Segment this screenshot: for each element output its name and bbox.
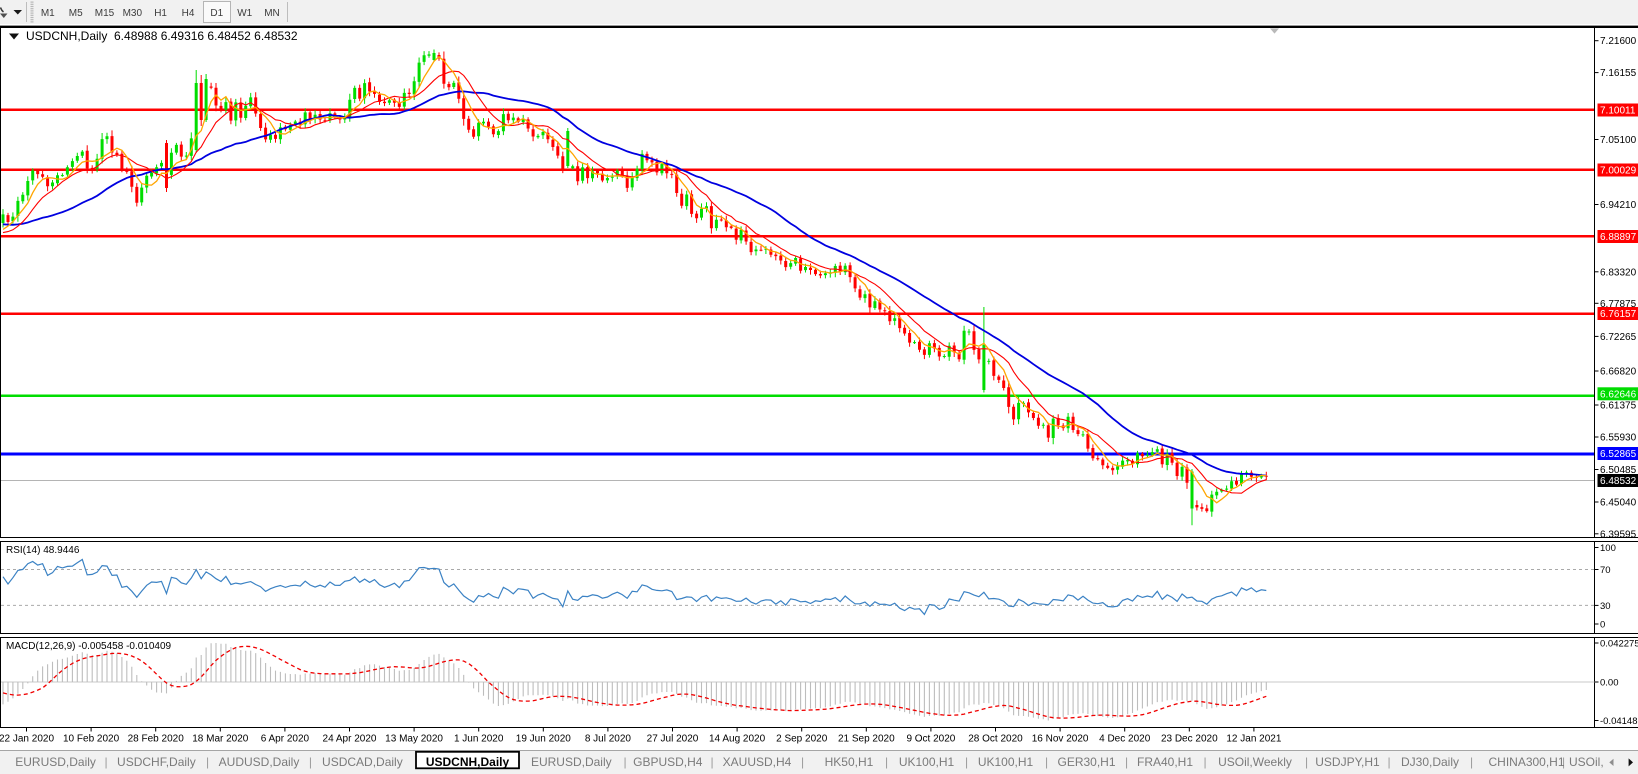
svg-text:EURUSD,Daily: EURUSD,Daily <box>15 755 96 769</box>
svg-text:0: 0 <box>1600 620 1605 631</box>
svg-text:4 Dec 2020: 4 Dec 2020 <box>1099 734 1151 745</box>
svg-text:XAUUSD,H4: XAUUSD,H4 <box>723 755 792 769</box>
svg-text:70: 70 <box>1600 565 1611 576</box>
svg-text:|: | <box>1045 755 1048 769</box>
svg-text:USDCHF,Daily: USDCHF,Daily <box>117 755 196 769</box>
svg-text:|: | <box>801 755 804 769</box>
svg-text:8 Jul 2020: 8 Jul 2020 <box>585 734 632 745</box>
svg-text:|: | <box>1562 755 1565 769</box>
svg-text:GBPUSD,H4: GBPUSD,H4 <box>633 755 703 769</box>
svg-text:USDCNH,Daily: USDCNH,Daily <box>426 755 510 769</box>
svg-text:W1: W1 <box>237 8 252 19</box>
svg-text:10 Feb 2020: 10 Feb 2020 <box>63 734 120 745</box>
svg-text:16 Nov 2020: 16 Nov 2020 <box>1032 734 1089 745</box>
svg-text:6.72265: 6.72265 <box>1600 332 1637 343</box>
svg-text:|: | <box>309 755 312 769</box>
svg-text:D1: D1 <box>210 8 223 19</box>
svg-text:2 Sep 2020: 2 Sep 2020 <box>776 734 828 745</box>
svg-text:|: | <box>885 755 888 769</box>
svg-text:7.00029: 7.00029 <box>1600 166 1637 177</box>
svg-text:24 Apr 2020: 24 Apr 2020 <box>323 734 377 745</box>
svg-text:18 Mar 2020: 18 Mar 2020 <box>192 734 249 745</box>
svg-text:USDJPY,H1: USDJPY,H1 <box>1315 755 1380 769</box>
svg-text:USOil,Weekly: USOil,Weekly <box>1218 755 1292 769</box>
svg-text:22 Jan 2020: 22 Jan 2020 <box>0 734 54 745</box>
svg-text:MN: MN <box>264 8 280 19</box>
svg-text:EURUSD,Daily: EURUSD,Daily <box>531 755 612 769</box>
svg-text:FRA40,H1: FRA40,H1 <box>1137 755 1193 769</box>
svg-text:6.50485: 6.50485 <box>1600 465 1637 476</box>
svg-text:0.00: 0.00 <box>1600 678 1619 689</box>
svg-text:13 May 2020: 13 May 2020 <box>385 734 443 745</box>
svg-text:MACD(12,26,9) -0.005458 -0.010: MACD(12,26,9) -0.005458 -0.010409 <box>6 641 172 652</box>
svg-text:|: | <box>965 755 968 769</box>
svg-text:0.042275: 0.042275 <box>1600 639 1638 650</box>
svg-text:23 Dec 2020: 23 Dec 2020 <box>1161 734 1218 745</box>
svg-text:7.10011: 7.10011 <box>1600 106 1636 117</box>
svg-text:USDCAD,Daily: USDCAD,Daily <box>322 755 403 769</box>
svg-text:14 Aug 2020: 14 Aug 2020 <box>709 734 766 745</box>
svg-text:CHINA300,H1: CHINA300,H1 <box>1488 755 1564 769</box>
svg-text:6 Apr 2020: 6 Apr 2020 <box>261 734 310 745</box>
svg-text:UK100,H1: UK100,H1 <box>978 755 1034 769</box>
svg-text:6.39595: 6.39595 <box>1600 529 1637 540</box>
svg-text:7.21600: 7.21600 <box>1600 36 1637 47</box>
svg-text:H4: H4 <box>182 8 195 19</box>
svg-text:12 Jan 2021: 12 Jan 2021 <box>1226 734 1281 745</box>
svg-text:28 Oct 2020: 28 Oct 2020 <box>968 734 1023 745</box>
svg-text:7.05100: 7.05100 <box>1600 135 1637 146</box>
svg-text:|: | <box>1203 755 1206 769</box>
svg-text:|: | <box>104 755 107 769</box>
svg-text:30: 30 <box>1600 601 1611 612</box>
svg-text:UK100,H1: UK100,H1 <box>899 755 955 769</box>
svg-text:M30: M30 <box>123 8 143 19</box>
svg-text:6.52865: 6.52865 <box>1600 449 1637 460</box>
svg-text:-0.04148: -0.04148 <box>1600 716 1638 727</box>
svg-text:6.55930: 6.55930 <box>1600 433 1637 444</box>
svg-text:28 Feb 2020: 28 Feb 2020 <box>128 734 185 745</box>
svg-text:|: | <box>1470 755 1473 769</box>
svg-text:27 Jul 2020: 27 Jul 2020 <box>647 734 699 745</box>
svg-text:RSI(14) 48.9446: RSI(14) 48.9446 <box>6 545 80 556</box>
svg-text:6.83320: 6.83320 <box>1600 267 1637 278</box>
svg-text:GER30,H1: GER30,H1 <box>1057 755 1115 769</box>
svg-text:21 Sep 2020: 21 Sep 2020 <box>838 734 895 745</box>
svg-text:|: | <box>710 755 713 769</box>
svg-text:|: | <box>1387 755 1390 769</box>
svg-text:6.45040: 6.45040 <box>1600 498 1637 509</box>
svg-text:19 Jun 2020: 19 Jun 2020 <box>516 734 571 745</box>
svg-text:M15: M15 <box>95 8 115 19</box>
svg-text:USDCNH,Daily 6.48988 6.49316: USDCNH,Daily 6.48988 6.49316 6.48452 6.4… <box>26 29 298 43</box>
svg-text:|: | <box>623 755 626 769</box>
svg-text:USOil,: USOil, <box>1569 755 1604 769</box>
svg-text:6.62646: 6.62646 <box>1600 389 1637 400</box>
svg-text:6.61375: 6.61375 <box>1600 401 1637 412</box>
svg-text:|: | <box>206 755 209 769</box>
svg-text:6.66820: 6.66820 <box>1600 367 1637 378</box>
svg-text:HK50,H1: HK50,H1 <box>825 755 874 769</box>
svg-text:|: | <box>1305 755 1308 769</box>
svg-text:|: | <box>1125 755 1128 769</box>
svg-text:6.48532: 6.48532 <box>1600 476 1637 487</box>
svg-text:AUDUSD,Daily: AUDUSD,Daily <box>219 755 300 769</box>
svg-text:1 Jun 2020: 1 Jun 2020 <box>454 734 504 745</box>
svg-text:100: 100 <box>1600 543 1616 554</box>
svg-text:M1: M1 <box>41 8 55 19</box>
svg-text:9 Oct 2020: 9 Oct 2020 <box>906 734 955 745</box>
svg-text:6.94210: 6.94210 <box>1600 200 1637 211</box>
svg-text:H1: H1 <box>154 8 167 19</box>
svg-text:6.88897: 6.88897 <box>1600 232 1637 243</box>
svg-text:7.16155: 7.16155 <box>1600 68 1637 79</box>
svg-text:6.76157: 6.76157 <box>1600 309 1637 320</box>
svg-text:M5: M5 <box>69 8 83 19</box>
svg-text:DJ30,Daily: DJ30,Daily <box>1401 755 1459 769</box>
svg-text:6.77875: 6.77875 <box>1600 299 1637 310</box>
